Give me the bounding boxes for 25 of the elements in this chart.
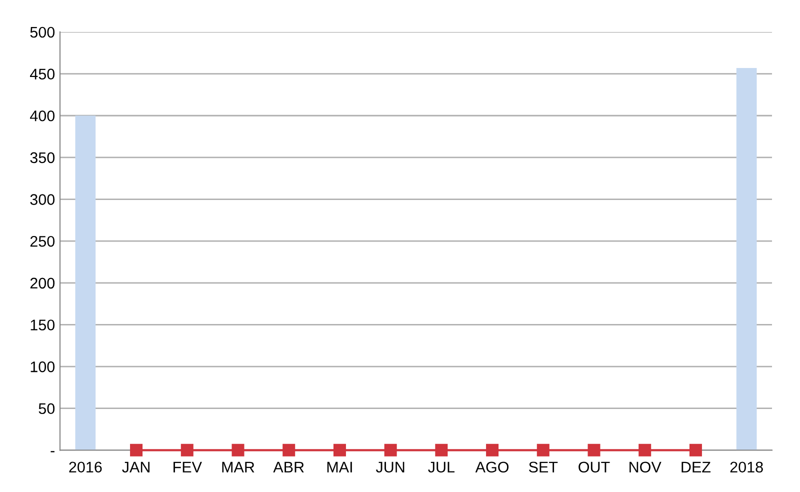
x-tick-label: JUN — [376, 462, 404, 473]
x-tick-label: MAR — [222, 462, 254, 472]
y-tick-label: - — [50, 451, 54, 452]
y-tick-label: 200 — [30, 278, 55, 289]
x-tick-label: JAN — [122, 462, 150, 473]
x-tick-label: ABR — [273, 462, 304, 472]
x-tick-label: SET — [528, 462, 558, 473]
x-tick-label: MAI — [327, 462, 352, 472]
y-tick-label: 50 — [38, 403, 55, 414]
y-tick-label: 350 — [30, 152, 55, 164]
y-tick-label: 300 — [30, 194, 55, 205]
x-tick-label: DEZ — [682, 462, 711, 472]
y-tick-label: 400 — [30, 110, 55, 122]
x-tick-label: OUT — [578, 462, 610, 473]
x-tick-label: AGO — [475, 462, 509, 473]
y-tick-label: 150 — [30, 320, 55, 330]
x-tick-label: JUL — [428, 462, 455, 473]
x-tick-label: NOV — [630, 462, 662, 473]
x-tick-label: FEV — [174, 462, 202, 472]
y-tick-label: 100 — [30, 361, 55, 372]
y-tick-label: 450 — [30, 68, 55, 80]
x-tick-label: 2016 — [69, 462, 102, 473]
y-tick-label: 250 — [30, 236, 55, 247]
y-tick-label: 500 — [30, 26, 55, 38]
x-tick-label: 2018 — [730, 462, 763, 473]
